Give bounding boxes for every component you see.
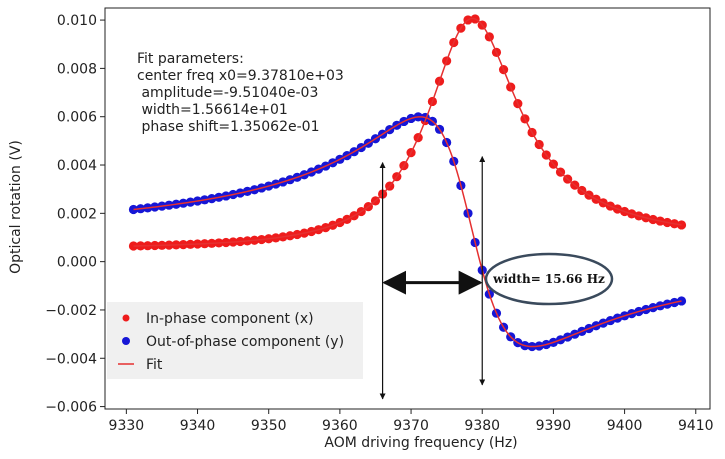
legend-label-in-phase: In-phase component (x) xyxy=(146,311,314,327)
y-tick-label: −0.006 xyxy=(45,400,97,416)
x-tick-label: 9350 xyxy=(251,418,287,434)
x-tick-label: 9370 xyxy=(393,418,429,434)
fit-param-phase: phase shift=1.35062e-01 xyxy=(137,119,319,135)
x-tick-label: 9400 xyxy=(607,418,643,434)
y-axis-label: Optical rotation (V) xyxy=(8,140,24,274)
y-tick-label: 0.010 xyxy=(57,13,97,29)
legend-label-fit: Fit xyxy=(146,357,163,373)
x-tick-label: 9390 xyxy=(536,418,572,434)
width-label: width= 15.66 Hz xyxy=(492,272,605,286)
x-axis: 9330 9340 9350 9360 9370 9380 9390 9400 9410 xyxy=(109,409,714,434)
fit-lines xyxy=(133,17,682,348)
y-tick-label: 0.000 xyxy=(57,255,97,271)
legend-label-out-of-phase: Out-of-phase component (y) xyxy=(146,334,344,350)
width-callout xyxy=(484,252,614,306)
plot-area xyxy=(104,7,711,410)
y-tick-label: −0.004 xyxy=(45,351,97,367)
x-tick-label: 9340 xyxy=(180,418,216,434)
fit-param-amplitude: amplitude=-9.51040e-03 xyxy=(137,85,318,101)
legend: In-phase component (x) Out-of-phase comp… xyxy=(107,302,363,379)
legend-marker-in-phase xyxy=(122,314,130,322)
x-axis-label: AOM driving frequency (Hz) xyxy=(324,435,517,451)
x-tick-label: 9380 xyxy=(464,418,500,434)
fit-parameters-title: Fit parameters: xyxy=(137,51,244,67)
x-tick-label: 9330 xyxy=(109,418,145,434)
y-tick-label: 0.004 xyxy=(57,158,97,174)
fit-param-center: center freq x0=9.37810e+03 xyxy=(137,68,344,84)
y-tick-label: 0.008 xyxy=(57,61,97,77)
y-tick-label: −0.002 xyxy=(45,303,97,319)
legend-marker-out-of-phase xyxy=(122,337,130,345)
x-tick-label: 9410 xyxy=(678,418,714,434)
fit-line-in-phase xyxy=(133,17,682,247)
fit-parameters-box: Fit parameters: center freq x0=9.37810e+… xyxy=(137,51,344,135)
fit-param-width: width=1.56614e+01 xyxy=(137,102,288,118)
y-tick-label: 0.002 xyxy=(57,206,97,222)
x-tick-label: 9360 xyxy=(322,418,358,434)
y-axis: −0.006 −0.004 −0.002 0.000 0.002 0.004 0.006 0.… xyxy=(45,13,105,416)
plot-frame xyxy=(104,7,711,410)
y-tick-label: 0.006 xyxy=(57,110,97,126)
fit-line-out-of-phase xyxy=(133,116,682,348)
legend-background xyxy=(107,302,363,379)
width-annotation: width= 15.66 Hz xyxy=(379,156,614,400)
